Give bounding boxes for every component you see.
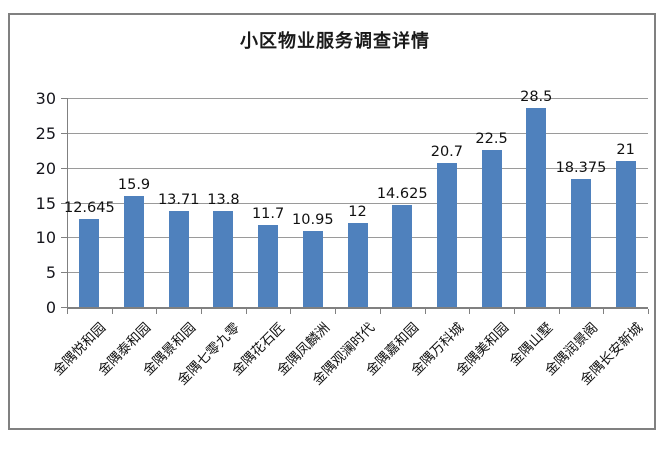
gridline: [67, 132, 648, 134]
bar: [168, 211, 189, 307]
bar-value-label: 13.8: [207, 191, 240, 208]
bar-value-label: 11.7: [251, 206, 285, 223]
bar: [570, 178, 591, 307]
bar: [124, 196, 145, 307]
y-axis-tick-label: 15: [35, 193, 56, 213]
bar-value-label: 12.645: [63, 199, 115, 216]
y-axis-tick-mark: [61, 98, 67, 99]
y-axis-tick-mark: [61, 132, 67, 134]
gridline: [67, 167, 648, 169]
x-axis-tick-mark: [469, 309, 471, 314]
bar: [526, 108, 547, 307]
x-axis-tick-mark: [335, 309, 337, 314]
x-axis-tick-mark: [67, 309, 68, 314]
x-axis-tick-mark: [424, 309, 426, 314]
y-axis-tick-label: 5: [45, 263, 56, 283]
x-axis-tick-mark: [379, 309, 381, 314]
x-axis-line: [67, 307, 648, 309]
y-axis-tick-mark: [61, 237, 67, 239]
bar-value-label: 10.95: [292, 211, 334, 228]
chart-title: 小区物业服务调查详情: [240, 31, 430, 52]
y-axis-tick-label: 10: [35, 228, 56, 248]
bar: [213, 210, 234, 307]
bar-value-label: 18.375: [555, 159, 607, 176]
bar-value-label: 15.9: [117, 177, 151, 194]
x-axis-tick-mark: [513, 309, 515, 314]
x-axis-tick-mark: [603, 309, 605, 314]
chart-frame: [8, 13, 656, 430]
bar: [347, 223, 368, 307]
x-axis-tick-mark: [111, 309, 113, 314]
y-axis-tick-label: 20: [35, 158, 56, 178]
y-axis-tick-label: 30: [35, 89, 56, 108]
x-axis-tick-mark: [558, 309, 560, 314]
y-axis-tick-mark: [61, 307, 67, 308]
x-axis-tick-mark: [156, 309, 158, 314]
bar: [302, 230, 323, 307]
bar-value-label: 12: [348, 204, 367, 221]
x-axis-tick-mark: [245, 309, 247, 314]
bar: [392, 205, 413, 307]
bar-value-label: 22.5: [475, 131, 508, 148]
bar-value-label: 20.7: [430, 143, 464, 160]
bar-value-label: 14.625: [376, 186, 428, 203]
x-axis-tick-mark: [201, 309, 203, 314]
bar: [79, 218, 100, 307]
bar: [481, 150, 502, 307]
y-axis-tick-mark: [61, 272, 67, 274]
bar: [258, 225, 279, 307]
y-axis-tick-mark: [61, 167, 67, 169]
x-axis-tick-mark: [648, 309, 649, 314]
y-axis-tick-label: 25: [35, 123, 56, 143]
gridline: [67, 98, 648, 99]
gridline: [67, 202, 648, 204]
y-axis-line: [67, 98, 68, 308]
x-axis-tick-mark: [290, 309, 292, 314]
bar: [436, 162, 457, 307]
y-axis-tick-label: 0: [45, 298, 56, 317]
bar-value-label: 21: [616, 141, 635, 158]
bar: [615, 160, 636, 307]
bar-value-label: 13.71: [157, 192, 200, 209]
bar-value-label: 28.5: [520, 89, 553, 106]
y-axis-tick-mark: [61, 202, 67, 204]
